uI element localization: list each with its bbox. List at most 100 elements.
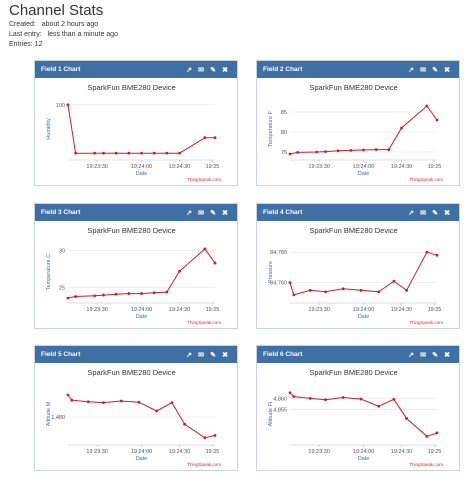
data-point[interactable] [405,288,408,292]
external-link-icon[interactable]: ↗ [186,209,192,217]
data-point[interactable] [155,409,159,413]
data-point[interactable] [114,151,118,155]
data-point[interactable] [359,397,363,401]
data-point[interactable] [435,118,439,122]
data-point[interactable] [292,395,296,398]
data-point[interactable] [114,292,118,296]
data-point[interactable] [288,152,292,156]
close-icon[interactable]: ✖ [444,209,450,217]
data-point[interactable] [102,401,105,404]
data-point[interactable] [183,422,186,426]
data-point[interactable] [296,151,300,154]
comment-icon[interactable]: ✉ [420,66,426,74]
data-point[interactable] [140,151,143,155]
data-point[interactable] [140,292,143,295]
data-point[interactable] [178,269,181,273]
data-point[interactable] [377,404,381,408]
y-tick-label: 84,760 [270,281,287,287]
data-point[interactable] [127,151,131,155]
edit-icon[interactable]: ✎ [210,209,216,217]
data-point[interactable] [425,434,429,438]
data-point[interactable] [127,292,131,295]
close-icon[interactable]: ✖ [222,66,228,74]
data-point[interactable] [336,149,340,153]
data-point[interactable] [74,295,78,298]
data-point[interactable] [102,151,105,155]
external-link-icon[interactable]: ↗ [408,209,414,217]
external-link-icon[interactable]: ↗ [186,351,192,359]
data-point[interactable] [137,400,141,404]
data-point[interactable] [170,401,174,404]
data-point[interactable] [425,104,429,108]
comment-icon[interactable]: ✉ [198,66,204,74]
field-chart-card: Field 3 Chart ↗ ✉ ✎ ✖ SparkFun BME280 Device 2… [34,203,238,329]
close-icon[interactable]: ✖ [444,66,450,74]
data-point[interactable] [66,103,70,107]
x-tick-label: 19:25 [428,449,442,455]
data-point[interactable] [203,136,207,140]
data-point[interactable] [86,400,90,404]
external-link-icon[interactable]: ↗ [408,66,414,74]
data-point[interactable] [359,288,363,292]
comment-icon[interactable]: ✉ [420,351,426,359]
data-point[interactable] [178,151,181,155]
close-icon[interactable]: ✖ [222,351,228,359]
data-point[interactable] [341,287,345,291]
data-point[interactable] [66,296,70,300]
data-point[interactable] [435,431,439,435]
data-point[interactable] [119,399,123,403]
data-point[interactable] [93,294,97,298]
external-link-icon[interactable]: ↗ [408,351,414,359]
data-point[interactable] [387,148,391,151]
chart-title: SparkFun BME280 Device [87,83,175,92]
data-point[interactable] [74,151,78,155]
edit-icon[interactable]: ✎ [432,66,438,74]
data-point[interactable] [165,151,169,155]
comment-icon[interactable]: ✉ [198,351,204,359]
data-point[interactable] [324,398,327,402]
x-tick-label: 19:23:30 [86,449,107,455]
data-point[interactable] [315,150,319,154]
data-point[interactable] [93,151,97,155]
data-point[interactable] [213,434,217,437]
data-point[interactable] [308,288,312,292]
data-point[interactable] [213,136,217,140]
close-icon[interactable]: ✖ [222,209,228,217]
external-link-icon[interactable]: ↗ [186,66,192,74]
data-point[interactable] [392,397,396,401]
data-point[interactable] [341,396,345,399]
y-tick-label: 85 [281,110,287,116]
data-point[interactable] [377,290,381,294]
data-point[interactable] [152,291,156,295]
data-point[interactable] [400,126,403,130]
edit-icon[interactable]: ✎ [210,66,216,74]
data-point[interactable] [203,247,207,251]
comment-icon[interactable]: ✉ [420,209,426,217]
edit-icon[interactable]: ✎ [210,351,216,359]
data-point[interactable] [203,436,207,440]
data-point[interactable] [213,261,217,265]
data-point[interactable] [362,148,365,152]
data-point[interactable] [405,417,408,420]
data-point[interactable] [152,151,156,155]
edit-icon[interactable]: ✎ [432,209,438,217]
data-point[interactable] [292,293,296,297]
data-point[interactable] [374,148,378,151]
data-point[interactable] [70,398,74,402]
comment-icon[interactable]: ✉ [198,209,204,217]
data-point[interactable] [288,281,292,285]
data-point[interactable] [324,290,327,294]
data-point[interactable] [349,149,353,152]
data-point[interactable] [66,393,70,397]
data-point[interactable] [308,396,312,400]
close-icon[interactable]: ✖ [444,351,450,359]
data-point[interactable] [102,293,105,297]
data-point[interactable] [435,253,439,257]
data-point[interactable] [392,279,396,283]
data-point[interactable] [324,150,327,153]
data-point[interactable] [425,250,429,254]
card-header: Field 2 Chart ↗ ✉ ✎ ✖ [257,61,459,78]
data-point[interactable] [288,391,292,395]
data-point[interactable] [165,290,169,294]
edit-icon[interactable]: ✎ [432,351,438,359]
